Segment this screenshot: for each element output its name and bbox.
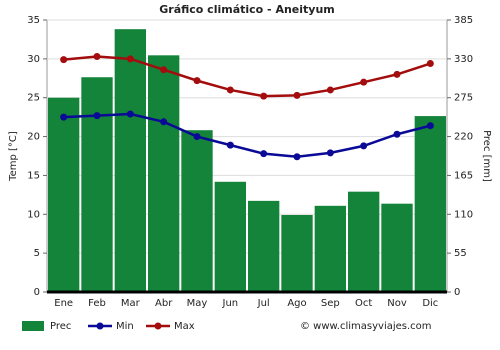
y-tick-label: 35 [27, 15, 40, 26]
legend-marker [96, 322, 104, 330]
x-tick-label: Abr [155, 298, 173, 309]
point [293, 91, 301, 99]
legend-swatch [22, 321, 44, 331]
bar [214, 181, 246, 292]
legend-label: Max [174, 321, 195, 332]
y2-tick-label: 55 [454, 248, 467, 259]
point [160, 66, 168, 74]
y-axis-label: Temp [°C] [8, 131, 19, 182]
bar [181, 130, 213, 292]
point [260, 92, 268, 100]
y-tick-label: 0 [34, 287, 40, 298]
x-tick-label: Feb [88, 298, 106, 309]
legend-marker [154, 322, 162, 330]
x-tick-label: Sep [321, 298, 340, 309]
y2-tick-label: 330 [454, 54, 473, 65]
x-tick-label: Nov [387, 298, 407, 309]
bar [281, 214, 313, 292]
point [226, 141, 234, 149]
x-tick-label: Mar [121, 298, 141, 309]
point [260, 150, 268, 158]
point [193, 133, 201, 141]
bar [48, 97, 80, 292]
x-tick-label: May [187, 298, 208, 309]
point [60, 56, 68, 64]
y2-tick-label: 275 [454, 93, 473, 104]
y2-axis-label: Prec [mm] [481, 130, 492, 182]
bar [114, 29, 146, 292]
point [93, 112, 101, 120]
y2-tick-label: 385 [454, 15, 473, 26]
y-tick-label: 5 [34, 248, 40, 259]
legend-label: Min [116, 321, 134, 332]
bar [81, 77, 113, 292]
bar [414, 116, 446, 292]
y-tick-label: 30 [27, 54, 40, 65]
x-tick-label: Jun [222, 298, 239, 309]
point [193, 77, 201, 85]
y2-tick-label: 0 [454, 287, 460, 298]
legend-label: Prec [50, 321, 71, 332]
y2-tick-label: 110 [454, 209, 473, 220]
bar [348, 191, 380, 292]
point [426, 122, 434, 130]
point [426, 60, 434, 68]
source: © www.climasyviajes.com [300, 321, 432, 332]
y-tick-label: 25 [27, 93, 40, 104]
y-tick-label: 20 [27, 132, 40, 143]
x-tick-label: Oct [355, 298, 372, 309]
y-tick-label: 10 [27, 209, 40, 220]
point [393, 130, 401, 138]
line [63, 112, 431, 159]
chart-title: Gráfico climático - Aneityum [159, 3, 335, 16]
point [226, 86, 234, 94]
x-tick-label: Jul [257, 298, 270, 309]
point [360, 142, 368, 150]
point [126, 55, 134, 63]
bar [381, 203, 413, 292]
point [160, 118, 168, 126]
point [360, 78, 368, 86]
point [393, 70, 401, 78]
point [293, 153, 301, 161]
y2-tick-label: 165 [454, 170, 473, 181]
line [63, 55, 431, 98]
point [93, 53, 101, 61]
bar [248, 200, 280, 292]
point [326, 149, 334, 157]
y-tick-label: 15 [27, 170, 40, 181]
point [126, 110, 134, 118]
bar [148, 55, 180, 292]
x-tick-label: Ago [287, 298, 306, 309]
x-tick-label: Ene [54, 298, 73, 309]
x-tick-label: Dic [422, 298, 438, 309]
y2-tick-label: 220 [454, 132, 473, 143]
bar [314, 205, 346, 292]
point [60, 113, 68, 121]
point [326, 86, 334, 94]
